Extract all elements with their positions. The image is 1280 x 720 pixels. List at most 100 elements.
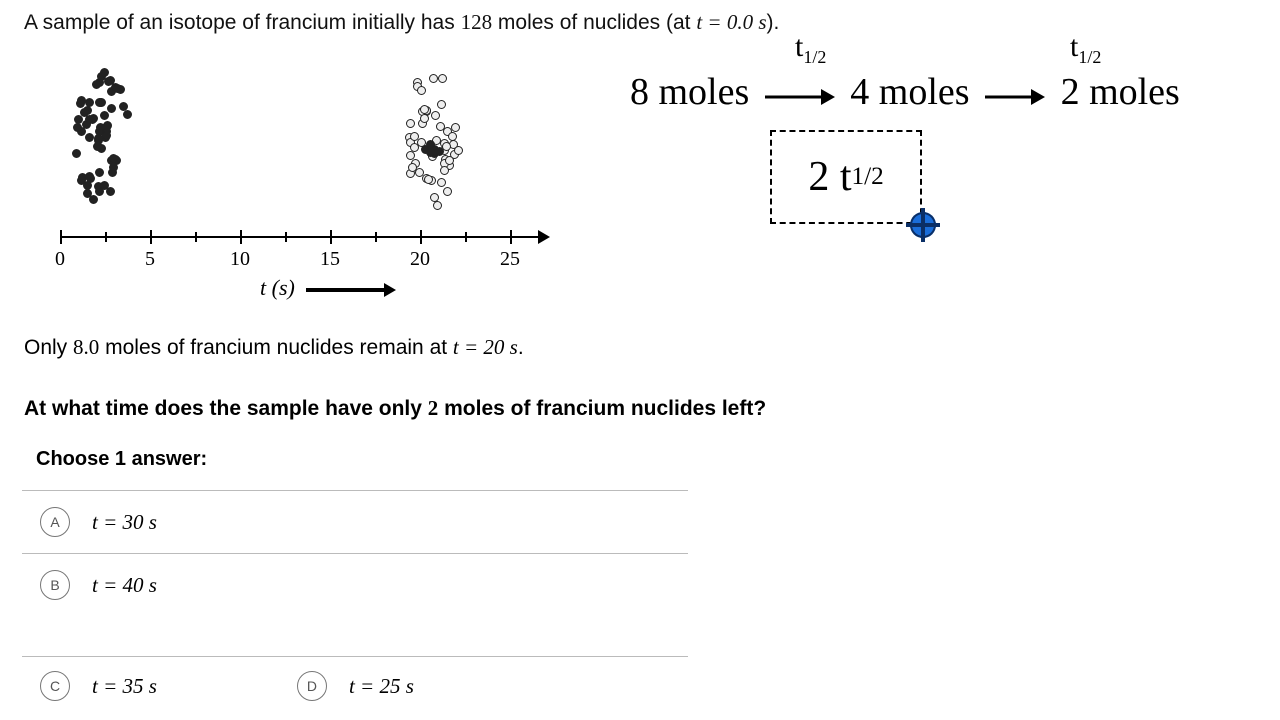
axis-tick [195,232,197,242]
remain-moles: 8.0 [73,335,99,359]
axis-tick-label: 0 [45,248,75,271]
handwritten-work: t1/2 t1/2 8 moles 4 moles 2 moles 2 t1/2 [630,25,1270,275]
question-line: At what time does the sample have only 2… [24,396,766,421]
axis-tick [510,230,512,244]
axis-tick [60,230,62,244]
nuclide-dot-undecayed [96,98,105,107]
nuclide-dot-decayed [438,74,447,83]
nuclide-dot-undecayed [435,147,444,156]
text: At what time does the sample have only [24,397,428,420]
nuclide-dot-undecayed [426,140,435,149]
text: A sample of an isotope of francium initi… [24,11,461,34]
axis-tick-label: 15 [315,248,345,271]
option-text: t = 35 s [92,674,157,699]
axis-title: t (s) [260,275,396,303]
nuclide-dot-undecayed [89,195,98,204]
axis-tick [375,232,377,242]
nuclide-dot-undecayed [107,104,116,113]
nuclide-dot-undecayed [85,133,94,142]
half-life-label-1: t1/2 [795,30,826,68]
nuclide-dot-undecayed [73,123,82,132]
answer-option-a[interactable]: A t = 30 s [22,490,688,553]
axis-line [60,236,540,238]
nuclide-dot-undecayed [83,181,92,190]
half-life-label-2: t1/2 [1070,30,1101,68]
option-text: t = 30 s [92,510,157,535]
problem-statement-line2: Only 8.0 moles of francium nuclides rema… [24,335,524,360]
option-letter-circle: A [40,507,70,537]
nuclide-dot-decayed [429,74,438,83]
axis-tick-label: 20 [405,248,435,271]
option-text: t = 25 s [349,674,414,699]
step-4-moles: 4 moles [850,71,969,113]
nuclide-dot-undecayed [72,149,81,158]
option-letter-circle: C [40,671,70,701]
option-text: t = 40 s [92,573,157,598]
nuclide-dot-decayed [406,119,415,128]
nuclide-cluster-later [400,65,455,205]
nuclide-dot-decayed [454,146,463,155]
axis-tick [330,230,332,244]
choose-label: Choose 1 answer: [36,448,207,471]
text: 1/2 [1078,47,1101,67]
step-8-moles: 8 moles [630,71,749,113]
text: of francium nuclides left? [505,397,766,420]
nuclide-dot-undecayed [100,111,109,120]
axis-tick [465,232,467,242]
nuclide-dot-decayed [440,166,449,175]
nuclide-dot-undecayed [100,181,109,190]
nuclide-dot-undecayed [92,80,101,89]
nuclide-dot-decayed [431,111,440,120]
axis-tick [240,230,242,244]
answer-row-cd: C t = 35 s D t = 25 s [22,656,688,701]
text: moles [438,397,505,420]
decay-diagram: 0 5 10 15 20 25 t (s) [40,55,600,305]
option-letter-circle: B [40,570,70,600]
t20: t = 20 s [453,335,518,359]
target-moles: 2 [428,396,439,420]
nuclide-dot-decayed [420,114,429,123]
axis-tick-label: 25 [495,248,525,271]
answer-list: A t = 30 s B t = 40 s [22,490,688,616]
answer-option-b[interactable]: B t = 40 s [22,553,688,616]
nuclide-cluster-initial [70,65,125,205]
axis-label-text: t (s) [260,275,295,300]
nuclide-dot-decayed [445,156,454,165]
decay-chain: 8 moles 4 moles 2 moles [630,70,1180,117]
box-sub: 1/2 [851,163,883,191]
answer-box: 2 t1/2 [770,130,922,224]
arrow-icon [765,73,835,117]
nuclide-dot-decayed [437,178,446,187]
nuclide-dot-decayed [437,100,446,109]
nuclide-dot-undecayed [85,115,94,124]
answer-option-d[interactable]: D t = 25 s [297,671,414,701]
axis-tick-label: 5 [135,248,165,271]
nuclide-dot-decayed [417,86,426,95]
nuclide-dot-decayed [430,193,439,202]
nuclide-dot-decayed [433,201,442,210]
nuclide-dot-undecayed [80,108,89,117]
nuclide-dot-undecayed [95,168,104,177]
text: 1/2 [803,47,826,67]
axis-tick [150,230,152,244]
box-text: 2 t [808,153,851,201]
text: moles of francium nuclides remain at [99,336,453,359]
step-2-moles: 2 moles [1061,71,1180,113]
axis-tick-label: 10 [225,248,255,271]
axis-title-arrow-icon [306,277,396,303]
axis-tick [285,232,287,242]
text: . [518,336,524,359]
nuclide-dot-undecayed [102,131,111,140]
nuclide-dot-undecayed [93,142,102,151]
option-letter-circle: D [297,671,327,701]
initial-moles: 128 [461,10,493,34]
answer-option-c[interactable]: C t = 35 s [40,671,157,701]
nuclide-dot-undecayed [109,163,118,172]
nuclide-dot-decayed [443,187,452,196]
axis-arrowhead [538,230,550,244]
nuclide-dot-decayed [451,123,460,132]
nuclide-dot-undecayed [123,110,132,119]
text: Only [24,336,73,359]
arrow-icon [985,73,1045,117]
axis-tick [420,230,422,244]
